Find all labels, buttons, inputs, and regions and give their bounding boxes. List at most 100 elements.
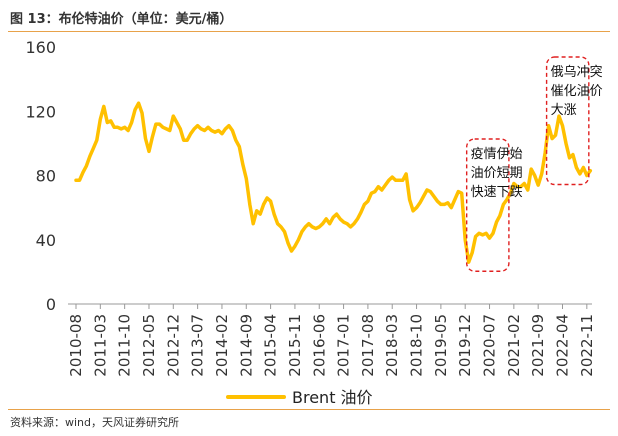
data-point: [453, 198, 456, 201]
data-point: [290, 250, 293, 252]
y-axis: 0 40 80 120 160: [25, 38, 56, 314]
data-point: [109, 120, 112, 122]
data-point: [537, 184, 540, 187]
data-point: [301, 230, 303, 233]
data-point: [134, 108, 137, 111]
data-point: [374, 190, 376, 193]
data-point: [436, 200, 439, 203]
x-tick-label: 2021-09: [529, 314, 547, 377]
data-point: [283, 230, 286, 233]
data-point: [130, 121, 133, 124]
data-point: [387, 179, 390, 182]
data-point: [85, 165, 88, 167]
data-point: [579, 173, 581, 175]
data-point: [75, 179, 77, 182]
data-point: [95, 139, 98, 142]
data-point: [162, 126, 164, 129]
data-point: [113, 126, 116, 129]
data-point: [408, 198, 411, 201]
x-tick-label: 2020-07: [481, 314, 499, 377]
data-point: [221, 132, 223, 135]
data-point: [144, 137, 147, 140]
data-point: [565, 142, 567, 145]
data-point: [398, 179, 401, 182]
data-point: [561, 124, 564, 127]
x-tick-label: 2017-01: [335, 314, 353, 377]
data-point: [339, 218, 341, 220]
data-point: [200, 127, 203, 130]
legend-label: Brent 油价: [292, 388, 373, 407]
x-tick-label: 2014-09: [237, 314, 255, 377]
data-point: [182, 139, 185, 142]
data-point: [273, 213, 275, 216]
x-tick-label: 2011-10: [116, 314, 134, 377]
data-point: [426, 189, 428, 191]
data-point: [189, 132, 192, 135]
y-tick-label: 40: [36, 231, 56, 250]
data-point: [328, 222, 331, 225]
data-point: [446, 201, 449, 204]
data-point: [353, 222, 355, 225]
annotation-text: 疫情伊始: [471, 146, 523, 162]
data-point: [238, 145, 241, 148]
data-point: [314, 227, 317, 230]
data-point: [311, 226, 314, 228]
data-point: [523, 182, 526, 185]
data-point: [391, 176, 394, 179]
data-point: [318, 226, 321, 228]
data-point: [99, 118, 102, 121]
data-point: [116, 126, 119, 129]
x-tick-label: 2021-02: [505, 314, 523, 377]
source-note: 资料来源：wind，天风证券研究所: [10, 416, 180, 429]
annotation-text: 俄乌冲突: [551, 64, 603, 80]
data-point: [380, 189, 383, 191]
data-point: [297, 238, 300, 241]
data-point: [506, 198, 508, 201]
data-point: [193, 127, 196, 130]
data-point: [294, 245, 296, 248]
data-point: [516, 185, 519, 188]
x-tick-label: 2022-04: [554, 314, 572, 377]
data-point: [585, 174, 588, 177]
data-point: [78, 179, 81, 182]
data-point: [217, 129, 220, 132]
data-point: [179, 127, 182, 130]
data-point: [478, 232, 480, 235]
data-point: [137, 102, 140, 105]
data-point: [127, 129, 129, 132]
data-point: [412, 209, 414, 212]
data-point: [488, 237, 491, 240]
series-layer: [74, 101, 593, 264]
data-point: [102, 105, 105, 108]
x-tick-label: 2018-03: [383, 314, 401, 377]
annotation-text: 油价短期: [471, 166, 523, 181]
data-point: [450, 206, 453, 209]
data-point: [172, 115, 175, 117]
series-line-brent: [74, 101, 593, 264]
data-point: [457, 190, 460, 193]
data-point: [123, 126, 126, 129]
x-axis: 2010-08 2011-03 2011-10 2012-05 2012-12 2013-…: [67, 303, 596, 377]
x-tick-label: 2022-11: [578, 314, 596, 377]
data-point: [89, 155, 91, 158]
data-point: [234, 139, 237, 142]
x-tick-label: 2011-03: [91, 314, 109, 377]
x-tick-label: 2012-12: [164, 314, 182, 377]
data-point: [175, 121, 178, 124]
data-point: [82, 171, 84, 174]
data-point: [210, 129, 213, 132]
data-point: [419, 201, 421, 204]
data-point: [228, 124, 230, 127]
data-point: [259, 213, 262, 216]
data-point: [460, 192, 463, 195]
data-point: [474, 235, 477, 238]
data-point: [255, 209, 258, 212]
data-point: [360, 211, 362, 214]
x-tick-label: 2017-08: [359, 314, 377, 377]
data-point: [384, 184, 387, 187]
annotation-box: [545, 56, 590, 186]
data-point: [304, 226, 307, 228]
data-point: [551, 137, 553, 140]
data-point: [495, 221, 498, 224]
data-point: [572, 153, 574, 156]
